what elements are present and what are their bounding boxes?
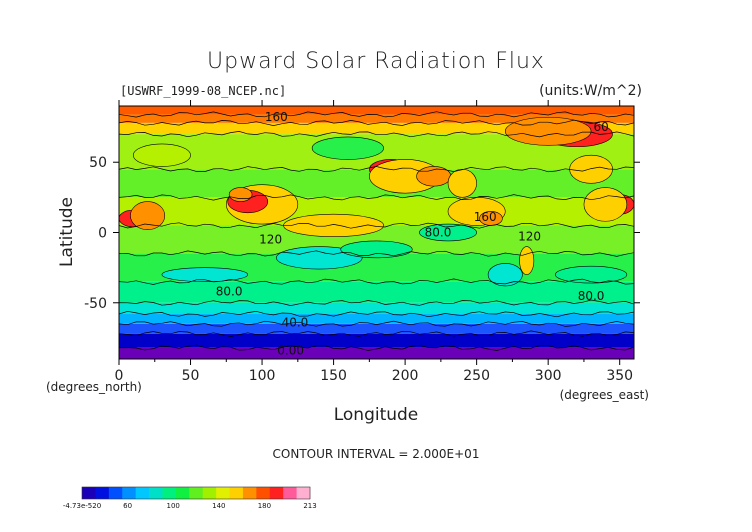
contour-label: 80.0 [578, 289, 605, 303]
colorbar-swatch [135, 487, 150, 499]
field-patch [130, 201, 166, 230]
latitude-band [119, 281, 634, 303]
y-unit-label: (degrees_north) [46, 380, 142, 394]
x-tick-label: 50 [182, 368, 200, 384]
x-tick-label: 250 [463, 368, 490, 384]
y-tick-label: -50 [84, 296, 107, 312]
colorbar-swatch [269, 487, 284, 499]
contour-line [119, 330, 634, 337]
colorbar-frame [81, 486, 311, 500]
y-tick-label: 50 [89, 155, 107, 171]
colorbar: -4.73e-520 60 100 140 180 213 [63, 486, 317, 510]
contour-label: 60 [593, 120, 608, 134]
chart-title: Upward Solar Radiation Flux [207, 49, 545, 74]
colorbar-swatch [149, 487, 163, 499]
contour-line [119, 111, 634, 118]
contour-line [119, 222, 634, 229]
x-tick-label: 200 [392, 368, 419, 384]
colorbar-label: 140 [212, 502, 225, 510]
field-patch [583, 187, 628, 222]
contour-label: 80.0 [425, 226, 452, 240]
contour-lines [119, 111, 634, 351]
colorbar-swatch [122, 487, 137, 499]
colorbar-label: -4.73e-520 [63, 502, 101, 510]
colorbar-swatch [82, 487, 96, 499]
contour-label: 160 [265, 110, 288, 124]
field-patch [519, 246, 535, 275]
colorbar-swatch [216, 487, 231, 499]
colorbar-swatch [108, 487, 123, 499]
y-axis-ticks: 50 0 -50 [84, 155, 640, 312]
field-patch [283, 213, 384, 238]
colorbar-swatch [95, 487, 110, 499]
contour-line [119, 278, 634, 285]
latitude-band [119, 323, 634, 334]
latitude-band [119, 122, 634, 135]
x-tick-label: 300 [535, 368, 562, 384]
contour-labels: 160 60 160 80.0 120 120 80.0 80.0 40.0 0.00 [216, 110, 609, 357]
contour-label: 120 [518, 230, 541, 244]
contour-line [119, 131, 634, 138]
colorbar-label: 180 [258, 502, 271, 510]
colorbar-label: 100 [167, 502, 180, 510]
field-patch [161, 267, 249, 282]
latitude-band [119, 302, 634, 315]
units-label: (units:W/m^2) [539, 83, 642, 99]
field-patches [119, 116, 634, 287]
field-patch [487, 263, 523, 287]
colorbar-swatch [229, 487, 244, 499]
x-axis-ticks: 0 50 100 150 200 250 300 350 [115, 100, 633, 384]
field-patch [504, 116, 592, 146]
field-patch [419, 223, 477, 242]
colorbar-label: 213 [303, 502, 316, 510]
contour-line [119, 119, 634, 126]
y-axis-label: Latitude [57, 197, 77, 267]
colorbar-swatch [202, 487, 217, 499]
colorbar-swatch [189, 487, 204, 499]
contour-line [119, 310, 634, 318]
field-patch [447, 168, 477, 198]
colorbar-swatch [296, 487, 311, 499]
x-unit-label: (degrees_east) [560, 388, 649, 402]
plot-area: 160 60 160 80.0 120 120 80.0 80.0 40.0 0.00 [118, 105, 635, 360]
colorbar-swatch [175, 487, 190, 499]
field-patch [228, 187, 253, 202]
contour-line [119, 166, 634, 173]
field-patch [133, 143, 191, 167]
colorbar-swatch [162, 487, 177, 499]
field-patch [276, 246, 363, 270]
contour-line [119, 250, 634, 257]
field-patch [311, 136, 384, 160]
latitude-band [119, 114, 634, 123]
colorbar-label: 60 [123, 502, 132, 510]
source-file-label: [USWRF_1999-08_NCEP.nc] [120, 84, 286, 98]
x-axis-label: Longitude [334, 405, 419, 425]
contour-interval-text: CONTOUR INTERVAL = 2.000E+01 [273, 447, 480, 461]
contour-label: 160 [474, 210, 497, 224]
latitude-band [119, 106, 634, 115]
contour-line [119, 344, 634, 351]
contour-line [119, 320, 634, 327]
latitude-band [119, 347, 634, 359]
contour-line [119, 194, 634, 201]
colorbar-swatch [256, 487, 271, 499]
x-tick-label: 0 [115, 368, 124, 384]
colorbar-swatch [283, 487, 298, 499]
contour-label: 40.0 [282, 315, 309, 329]
x-tick-label: 350 [606, 368, 633, 384]
x-tick-label: 100 [249, 368, 276, 384]
contour-label: 120 [259, 233, 282, 247]
contour-label: 80.0 [216, 285, 243, 299]
field-patch [555, 265, 628, 284]
x-tick-label: 150 [320, 368, 347, 384]
contour-line [119, 299, 634, 306]
colorbar-swatch [242, 487, 257, 499]
field-patch [340, 240, 413, 259]
contour-label: 0.00 [277, 344, 304, 358]
latitude-band [119, 333, 634, 348]
latitude-band [119, 314, 634, 324]
y-tick-label: 0 [98, 226, 107, 242]
field-patch [569, 154, 613, 184]
